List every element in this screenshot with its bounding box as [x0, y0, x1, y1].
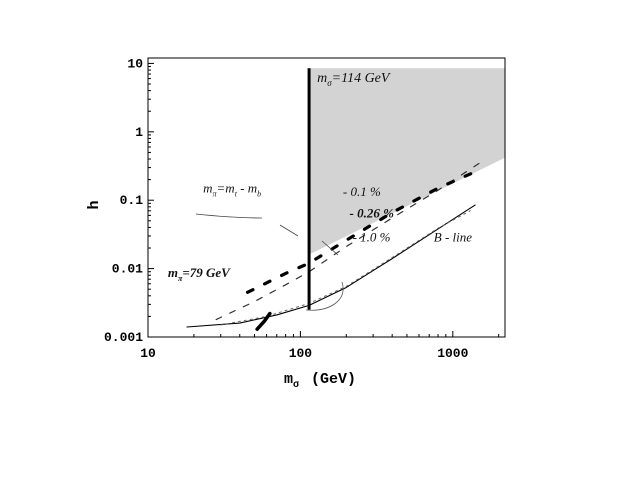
y-tick-label: 0.001: [104, 330, 143, 345]
y-tick-label: 0.01: [112, 262, 143, 277]
series-line-dotted: [220, 210, 471, 326]
annotation-part: =79 GeV: [182, 265, 231, 280]
annotation-bline: B - line: [434, 229, 472, 244]
vertical-line-layer: mσ=114 GeV: [307, 68, 391, 310]
series-layer: [186, 162, 481, 331]
mass-bound-label-main: m: [317, 71, 327, 86]
shaded-region-layer: [309, 68, 505, 255]
x-tick-label: 1000: [437, 346, 468, 361]
plot-frame: [147, 57, 506, 338]
series-line-solid-thin: [186, 204, 476, 328]
y-axis-title: h: [86, 200, 103, 209]
mass-bound-label-sub: σ: [327, 78, 332, 88]
annotation-sub: π: [178, 274, 183, 283]
annotation-part: =m: [217, 180, 235, 195]
annotation-pct-01: - 0.1 %: [343, 184, 381, 199]
annotation-pct-026: - 0.26 %: [350, 205, 395, 220]
annotation-mpi-diff: mπ=mt - mb: [203, 180, 261, 198]
annotation-sub: b: [257, 189, 261, 198]
y-tick-label: 0.1: [120, 193, 144, 208]
x-tick-label: 100: [289, 346, 313, 361]
annotation-mpi-79: mπ=79 GeV: [168, 265, 231, 283]
tick-layer: 10 100 1000 0.001 0.01 0.1 1 10: [104, 56, 500, 361]
annotation-pointer: [195, 213, 263, 219]
x-axis-title-main: m: [284, 371, 293, 388]
annotation-pointer: [305, 281, 344, 311]
series-line-dashed-thin: [215, 162, 481, 321]
x-axis-title-sub: σ: [293, 380, 299, 391]
annotation-part: m: [168, 265, 178, 280]
series-line-dashed-thick: [245, 170, 477, 294]
x-axis-title-unit: (GeV): [311, 371, 356, 388]
y-tick-label: 10: [127, 56, 143, 71]
annotation-sub: π: [213, 189, 218, 198]
annotation-pointer: [321, 240, 339, 256]
series-line-solid-thick: [255, 311, 272, 331]
mass-bound-label: mσ=114 GeV: [317, 71, 391, 88]
annotation-part: m: [203, 180, 212, 195]
annotation-sub: t: [235, 189, 238, 198]
y-tick-label: 1: [135, 125, 143, 140]
annotation-part: - m: [237, 180, 257, 195]
x-tick-label: 10: [140, 346, 156, 361]
annotation-pct-10: - 1.0 %: [353, 229, 391, 244]
annotation-pointer: [279, 224, 299, 237]
excluded-region: [309, 68, 505, 255]
x-axis-title: mσ (GeV): [284, 371, 356, 391]
mass-bound-label-rest: =114 GeV: [332, 71, 391, 86]
